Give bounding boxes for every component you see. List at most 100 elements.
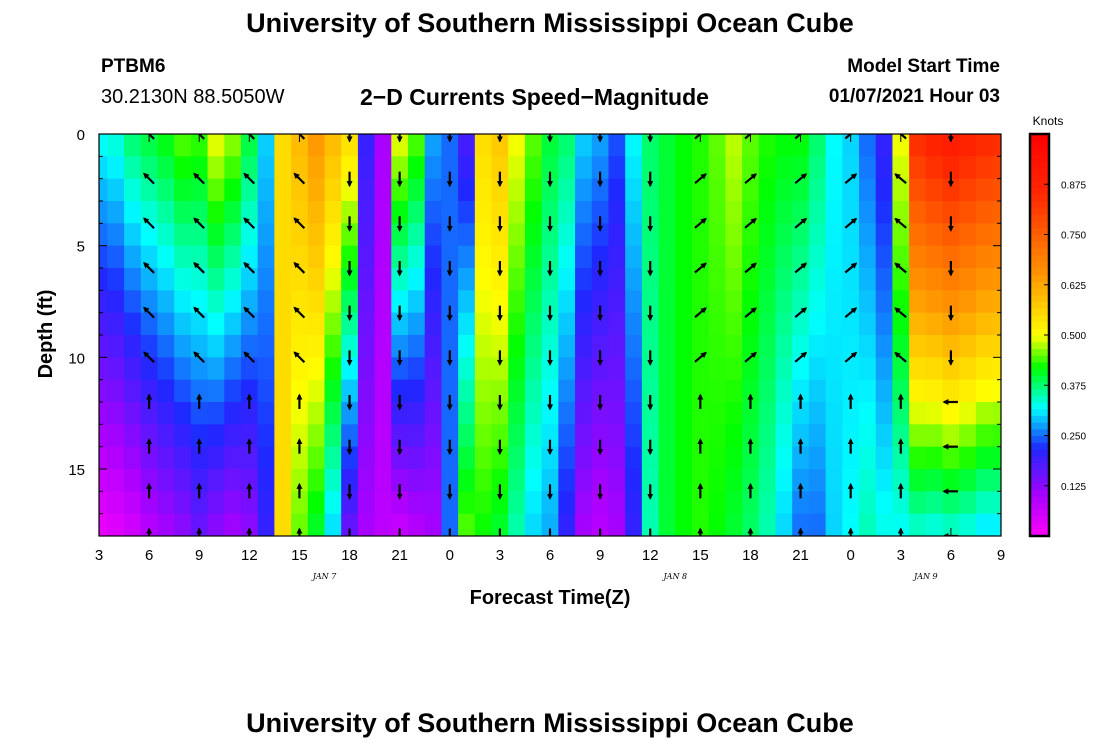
heatmap-cell xyxy=(608,491,626,515)
heatmap-cell xyxy=(608,379,626,403)
heatmap-cell xyxy=(240,290,259,314)
heatmap-cell xyxy=(240,513,259,536)
heatmap-cell xyxy=(240,446,259,470)
heatmap-cell xyxy=(291,312,309,336)
colorbar-swatch xyxy=(1030,261,1049,269)
heatmap-cell xyxy=(608,446,626,470)
heatmap-cell xyxy=(842,312,860,336)
heatmap-cell xyxy=(524,201,543,224)
heatmap-cell xyxy=(424,446,443,470)
x-tick-label: 21 xyxy=(391,547,408,564)
heatmap-cell xyxy=(524,178,543,202)
heatmap-cell xyxy=(792,134,810,157)
heatmap-cell xyxy=(357,134,376,157)
heatmap-cell xyxy=(708,469,726,492)
heatmap-cell xyxy=(708,223,726,247)
colorbar-swatch xyxy=(1030,368,1049,376)
heatmap-cell xyxy=(174,223,192,247)
heatmap-cell xyxy=(207,178,225,202)
colorbar-swatch xyxy=(1030,388,1049,396)
heatmap-cell xyxy=(758,402,777,425)
heatmap-cell xyxy=(975,357,994,381)
heatmap-cell xyxy=(925,156,944,180)
heatmap-cell xyxy=(107,491,125,515)
heatmap-cell xyxy=(424,469,443,492)
heatmap-cell xyxy=(742,379,760,403)
heatmap-cell xyxy=(591,312,610,336)
heatmap-cell xyxy=(992,268,1001,291)
heatmap-cell xyxy=(107,134,125,157)
heatmap-cell xyxy=(942,402,960,425)
heatmap-cell xyxy=(625,446,643,470)
heatmap-cell xyxy=(140,268,159,291)
heatmap-cell xyxy=(458,402,476,425)
heatmap-cell xyxy=(992,201,1001,224)
heatmap-cell xyxy=(859,379,877,403)
heatmap-cell xyxy=(124,245,142,269)
current-arrow xyxy=(293,134,306,140)
heatmap-cell xyxy=(575,178,593,202)
heatmap-cell xyxy=(758,201,777,224)
heatmap-cell xyxy=(575,245,593,269)
heatmap-cell xyxy=(608,268,626,291)
heatmap-cell xyxy=(107,201,125,224)
heatmap-cell xyxy=(909,446,927,470)
heatmap-cell xyxy=(107,290,125,314)
heatmap-cell xyxy=(524,156,543,180)
current-arrow xyxy=(243,261,256,274)
heatmap-cell xyxy=(825,156,843,180)
heatmap-cell xyxy=(925,268,944,291)
heatmap-cell xyxy=(357,513,376,536)
heatmap-cell xyxy=(758,491,777,515)
heatmap-cell xyxy=(875,469,894,492)
colorbar-swatch xyxy=(1030,502,1049,510)
heatmap-cell xyxy=(691,424,710,448)
heatmap-cell xyxy=(892,513,910,536)
heatmap-cell xyxy=(124,223,142,247)
heatmap-cell xyxy=(257,223,275,247)
current-arrow xyxy=(293,306,306,319)
heatmap-cell xyxy=(775,335,793,358)
heatmap-cell xyxy=(391,469,409,492)
heatmap-cell xyxy=(190,446,209,470)
heatmap-cell xyxy=(324,312,342,336)
colorbar-swatch xyxy=(1030,147,1049,155)
heatmap-cell xyxy=(391,312,409,336)
colorbar-swatch xyxy=(1030,254,1049,262)
current-arrow xyxy=(844,217,858,229)
heatmap-cell xyxy=(808,446,827,470)
colorbar-swatch xyxy=(1030,475,1049,483)
heatmap-cell xyxy=(291,357,309,381)
heatmap-cell xyxy=(875,446,894,470)
colorbar-swatch xyxy=(1030,308,1049,316)
heatmap-cell xyxy=(240,379,259,403)
heatmap-cell xyxy=(99,335,108,358)
heatmap-cell xyxy=(925,134,944,157)
heatmap-cell xyxy=(240,469,259,492)
heatmap-cell xyxy=(742,290,760,314)
heatmap-cell xyxy=(174,379,192,403)
heatmap-cell xyxy=(257,335,275,358)
heatmap-cell xyxy=(207,446,225,470)
heatmap-cell xyxy=(892,424,910,448)
heatmap-cell xyxy=(491,513,509,536)
heatmap-cell xyxy=(190,491,209,515)
heatmap-cell xyxy=(140,446,159,470)
heatmap-cell xyxy=(424,223,443,247)
heatmap-cell xyxy=(508,357,526,381)
heatmap-cell xyxy=(99,402,108,425)
heatmap-cell xyxy=(742,134,760,157)
current-arrow xyxy=(744,351,757,363)
heatmap-cell xyxy=(658,335,676,358)
heatmap-cell xyxy=(408,134,426,157)
heatmap-cell xyxy=(975,268,994,291)
heatmap-cell xyxy=(975,134,994,157)
current-arrow xyxy=(844,307,858,319)
day-label: JAN 8 xyxy=(661,572,687,581)
heatmap-cell xyxy=(959,178,977,202)
heatmap-cell xyxy=(808,491,827,515)
heatmap-cell xyxy=(157,201,175,224)
heatmap-cell xyxy=(641,312,660,336)
heatmap-cell xyxy=(742,178,760,202)
heatmap-cell xyxy=(424,491,443,515)
